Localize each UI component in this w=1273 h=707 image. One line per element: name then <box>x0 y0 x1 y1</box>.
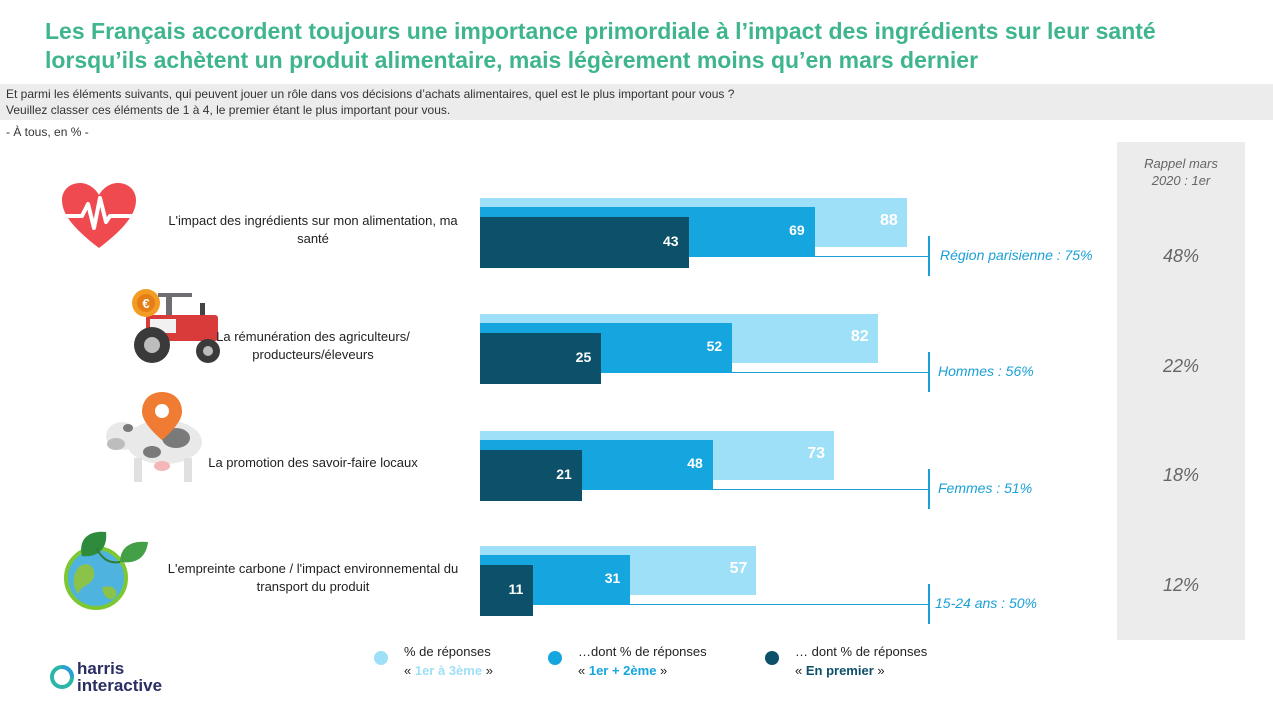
legend-quote-open: « <box>578 663 589 678</box>
callout-tick <box>928 469 930 509</box>
bar-first <box>480 217 689 268</box>
value-label: 52 <box>706 338 723 354</box>
tractor-icon: € <box>132 289 220 363</box>
callout-tick <box>928 584 930 624</box>
bar-first <box>480 450 582 501</box>
value-label: 11 <box>508 580 524 597</box>
category-label: L'impact des ingrédients sur mon aliment… <box>163 212 463 248</box>
legend-highlight: 1er + 2ème <box>588 663 657 678</box>
legend-line1: … dont % de réponses <box>795 644 928 659</box>
legend-text: … dont % de réponses « En premier » <box>795 642 927 680</box>
bar-first <box>480 333 602 384</box>
legend-quote-close: » <box>482 663 493 678</box>
legend-swatch-top3 <box>374 651 388 665</box>
rappel-header-line-1: Rappel mars <box>1144 156 1218 171</box>
rappel-value: 48% <box>1162 246 1200 266</box>
svg-text:€: € <box>142 296 149 311</box>
rappel-header: Rappel mars 2020 : 1er <box>1117 155 1245 189</box>
callout-connector <box>814 256 930 257</box>
heart-pulse-icon <box>60 183 138 248</box>
category-label-line: La promotion des savoir-faire locaux <box>208 455 418 470</box>
legend-quote-close: » <box>873 663 885 678</box>
rappel-value: 18% <box>1162 465 1200 485</box>
callout-tick <box>928 352 930 392</box>
subgroup-callout: Femmes : 51% <box>938 480 1033 496</box>
legend-line1: …dont % de réponses <box>578 644 707 659</box>
category-label: L'empreinte carbone / l'impact environne… <box>163 560 463 596</box>
callout-connector <box>732 372 930 373</box>
value-label: 25 <box>575 348 592 365</box>
category-label-line: santé <box>297 231 329 246</box>
logo-line-2: interactive <box>77 676 163 695</box>
value-label: 88 <box>880 211 898 229</box>
legend-highlight: En premier <box>805 663 874 678</box>
legend-text: …dont % de réponses « 1er + 2ème » <box>578 642 707 680</box>
title-line-2: lorsqu’ils achètent un produit alimentai… <box>45 47 979 73</box>
rappel-column <box>1117 142 1245 640</box>
category-label-line: L'impact des ingrédients sur mon aliment… <box>168 213 458 228</box>
category-label: La rémunération des agriculteurs/product… <box>163 328 463 364</box>
subgroup-callout: Région parisienne : 75% <box>940 247 1093 263</box>
question-line-2: Veuillez classer ces éléments de 1 à 4, … <box>6 103 451 117</box>
subgroup-callout: Hommes : 56% <box>938 363 1034 379</box>
earth-leaf-icon <box>64 531 148 610</box>
callout-connector <box>712 489 930 490</box>
rappel-value: 12% <box>1162 575 1200 595</box>
callout-tick <box>928 236 930 276</box>
rappel-value: 22% <box>1162 356 1200 376</box>
legend-text: % de réponses « 1er à 3ème » <box>404 642 493 680</box>
base-note: - À tous, en % - <box>6 125 89 139</box>
category-label: La promotion des savoir-faire locaux <box>163 454 463 472</box>
cow-location-icon <box>106 392 202 482</box>
legend-swatch-first <box>765 651 779 665</box>
value-label: 82 <box>850 327 869 345</box>
value-label: 69 <box>789 222 805 238</box>
category-label-line: transport du produit <box>256 579 370 594</box>
logo-line-1: harris <box>77 659 125 678</box>
bar-first <box>480 565 534 616</box>
category-label-line: L'empreinte carbone / l'impact environne… <box>167 561 459 576</box>
value-label: 31 <box>604 570 621 586</box>
legend-quote-open: « <box>404 663 415 678</box>
legend-highlight: 1er à 3ème <box>414 663 483 678</box>
legend-line1: % de réponses <box>404 644 491 659</box>
rappel-header-line-2: 2020 : 1er <box>1151 173 1211 188</box>
value-label: 73 <box>807 444 826 462</box>
subgroup-callout: 15-24 ans : 50% <box>935 595 1037 611</box>
value-label: 57 <box>729 559 748 577</box>
value-label: 43 <box>662 232 679 249</box>
value-label: 21 <box>556 465 572 482</box>
callout-connector <box>630 604 930 605</box>
category-label-line: La rémunération des agriculteurs/ <box>216 329 410 344</box>
page-title: Les Français accordent toujours une impo… <box>45 17 1245 75</box>
harris-interactive-logo: harris interactive <box>77 660 162 694</box>
harris-interactive-logo-icon <box>50 665 74 689</box>
value-label: 48 <box>687 455 703 471</box>
legend-quote-close: » <box>656 663 668 678</box>
question-banner: Et parmi les éléments suivants, qui peuv… <box>0 84 1273 120</box>
title-line-1: Les Français accordent toujours une impo… <box>45 18 1156 44</box>
category-label-line: producteurs/éleveurs <box>252 347 374 362</box>
legend-quote-open: « <box>795 663 806 678</box>
question-line-1: Et parmi les éléments suivants, qui peuv… <box>6 87 735 101</box>
legend-swatch-top2 <box>548 651 562 665</box>
